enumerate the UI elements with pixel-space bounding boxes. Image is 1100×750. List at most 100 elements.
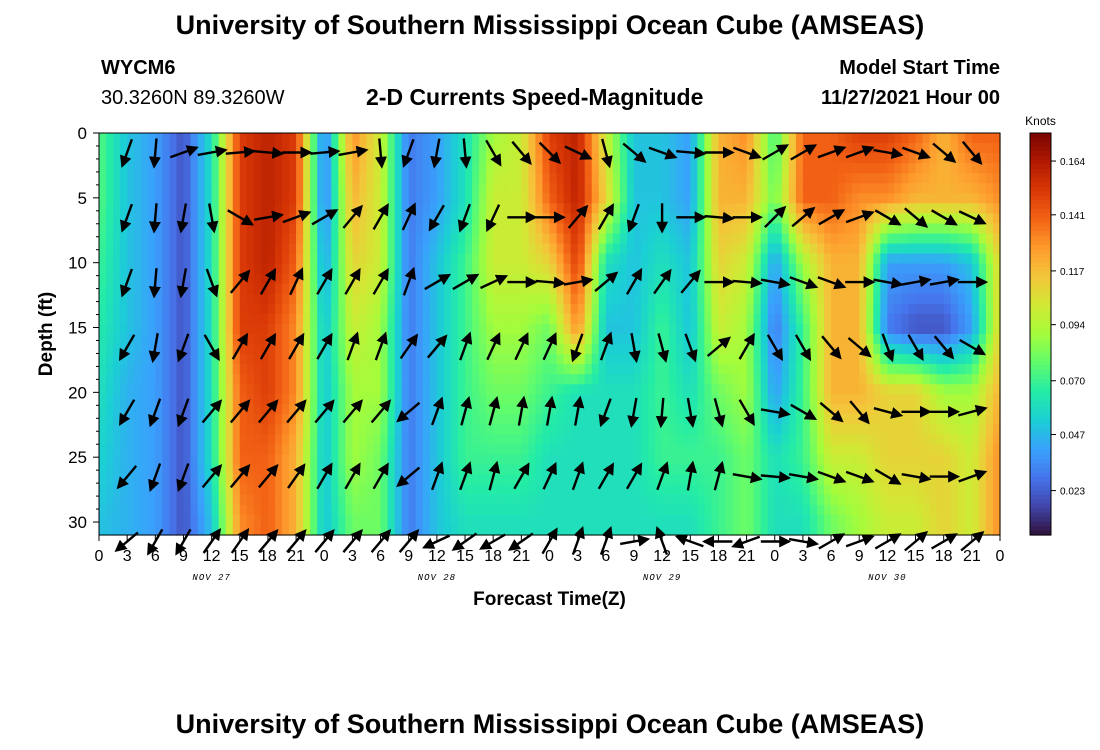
heatmap-cell: [169, 404, 178, 415]
heatmap-cell: [317, 203, 325, 214]
heatmap-cell: [197, 374, 206, 385]
heatmap-cell: [964, 394, 973, 405]
heatmap-cell: [767, 213, 776, 225]
heatmap-cell: [929, 404, 938, 415]
heatmap-cell: [774, 313, 783, 325]
heatmap-cell: [943, 474, 952, 486]
heatmap-cell: [669, 454, 677, 466]
heatmap-cell: [662, 243, 670, 255]
heatmap-cell: [690, 233, 698, 245]
heatmap-cell: [542, 283, 551, 295]
heatmap-cell: [922, 374, 931, 385]
heatmap-cell: [760, 414, 769, 426]
heatmap-cell: [880, 143, 888, 154]
heatmap-cell: [134, 173, 142, 184]
heatmap-cell: [795, 293, 804, 305]
heatmap-cell: [584, 173, 593, 184]
heatmap-cell: [239, 263, 248, 275]
heatmap-cell: [422, 213, 431, 225]
heatmap-cell: [957, 163, 966, 174]
heatmap-cell: [633, 334, 642, 345]
heatmap-cell: [366, 394, 375, 405]
heatmap-cell: [282, 303, 290, 315]
heatmap-cell: [408, 484, 417, 496]
heatmap-cell: [338, 454, 346, 466]
heatmap-cell: [732, 424, 741, 436]
heatmap-cell: [957, 223, 966, 235]
heatmap-cell: [746, 354, 755, 365]
heatmap-cell: [549, 213, 558, 225]
heatmap-cell: [479, 434, 487, 446]
heatmap-cell: [711, 374, 720, 385]
heatmap-cell: [155, 153, 163, 164]
heatmap-cell: [148, 514, 156, 526]
heatmap-cell: [486, 344, 494, 355]
heatmap-cell: [591, 313, 600, 325]
heatmap-cell: [289, 434, 297, 446]
heatmap-cell: [633, 444, 642, 456]
heatmap-cell: [648, 464, 656, 476]
heatmap-cell: [176, 273, 185, 285]
heatmap-cell: [197, 153, 206, 164]
heatmap-cell: [929, 494, 938, 506]
heatmap-cell: [317, 323, 325, 335]
heatmap-cell: [457, 303, 466, 315]
heatmap-cell: [387, 394, 396, 405]
heatmap-cell: [507, 454, 515, 466]
heatmap-cell: [873, 303, 881, 315]
heatmap-cell: [394, 354, 403, 365]
heatmap-cell: [542, 474, 551, 486]
heatmap-cell: [422, 404, 431, 415]
heatmap-cell: [570, 394, 579, 405]
heatmap-cell: [253, 183, 262, 194]
heatmap-cell: [929, 364, 938, 375]
heatmap-cell: [197, 263, 206, 275]
heatmap-cell: [486, 293, 494, 305]
heatmap-cell: [774, 514, 783, 526]
heatmap-cell: [282, 414, 290, 426]
heatmap-cell: [443, 303, 452, 315]
heatmap-cell: [345, 233, 354, 245]
heatmap-cell: [704, 474, 712, 486]
heatmap-cell: [345, 203, 354, 214]
heatmap-cell: [901, 153, 910, 164]
heatmap-cell: [570, 494, 579, 506]
heatmap-cell: [985, 173, 994, 184]
heatmap-cell: [141, 313, 149, 325]
heatmap-cell: [894, 334, 903, 345]
heatmap-cell: [633, 364, 642, 375]
heatmap-cell: [725, 293, 734, 305]
heatmap-cell: [359, 223, 368, 235]
heatmap-cell: [662, 504, 670, 516]
heatmap-cell: [190, 384, 199, 395]
heatmap-cell: [802, 374, 811, 385]
heatmap-cell: [985, 394, 994, 405]
heatmap-cell: [260, 364, 269, 375]
heatmap-cell: [450, 273, 459, 285]
heatmap-cell: [197, 233, 206, 245]
heatmap-cell: [373, 394, 382, 405]
heatmap-cell: [535, 253, 544, 265]
heatmap-cell: [633, 374, 642, 385]
heatmap-cell: [232, 233, 241, 245]
heatmap-cell: [669, 163, 677, 174]
heatmap-cell: [753, 434, 762, 446]
heatmap-cell: [176, 454, 185, 466]
heatmap-cell: [788, 354, 797, 365]
heatmap-cell: [809, 364, 818, 375]
heatmap-cell: [345, 514, 354, 526]
heatmap-cell: [901, 474, 910, 486]
heatmap-cell: [929, 193, 938, 204]
heatmap-cell: [908, 313, 917, 325]
heatmap-cell: [260, 394, 269, 405]
heatmap-cell: [169, 263, 178, 275]
heatmap-cell: [331, 354, 339, 365]
heatmap-cell: [465, 514, 473, 526]
heatmap-cell: [359, 504, 368, 516]
heatmap-cell: [253, 253, 262, 265]
heatmap-cell: [296, 313, 304, 325]
heatmap-cell: [690, 143, 698, 154]
heatmap-cell: [472, 424, 480, 436]
heatmap-cell: [633, 514, 642, 526]
heatmap-cell: [190, 334, 199, 345]
